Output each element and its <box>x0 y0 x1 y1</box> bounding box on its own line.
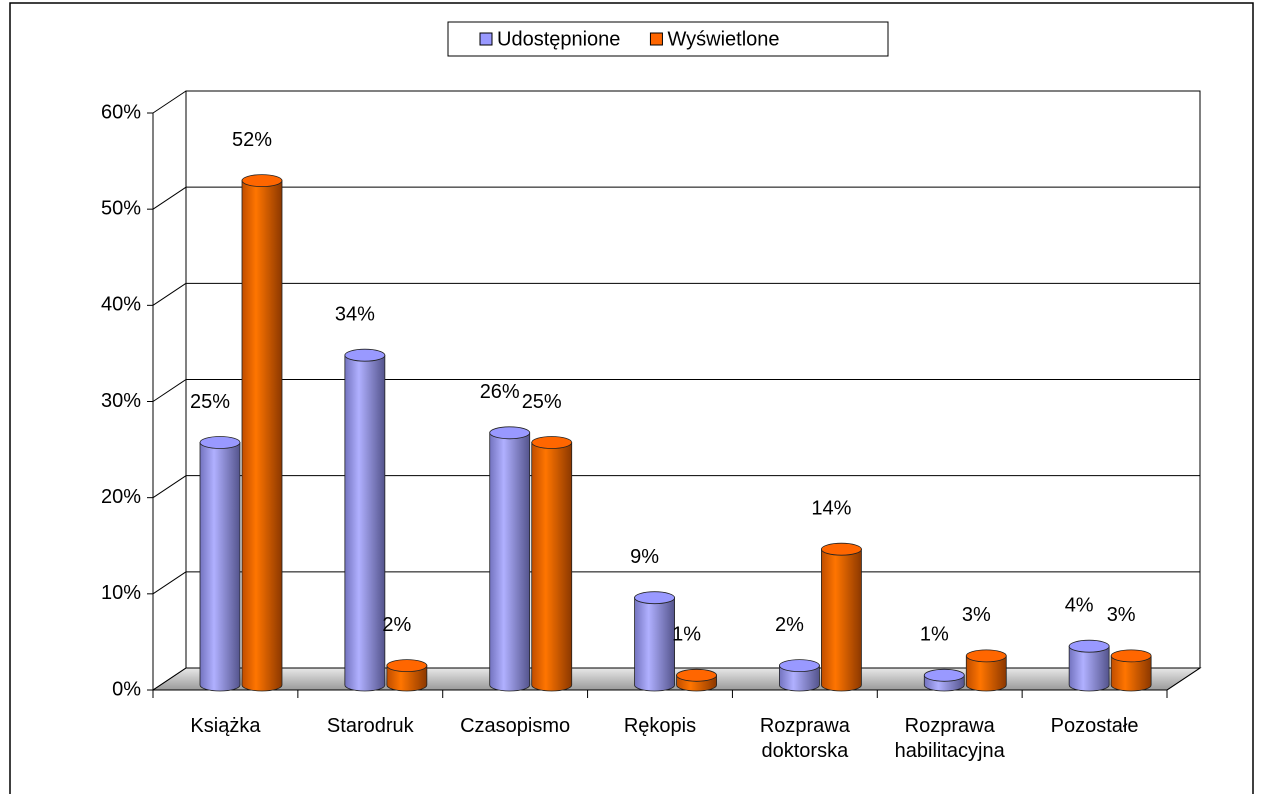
bar-body <box>821 548 862 692</box>
bar-top <box>531 436 573 449</box>
bar-top <box>241 174 283 188</box>
x-tick-label: Pozostałe <box>1050 715 1139 737</box>
data-label: 34% <box>335 303 375 325</box>
legend-label: Udostępnione <box>497 28 620 50</box>
bar-top <box>779 659 820 672</box>
y-tick-label: 30% <box>101 390 141 412</box>
bar-body <box>386 665 428 692</box>
x-tick-label: Rękopis <box>623 715 697 737</box>
bar-top <box>1110 649 1152 663</box>
y-tick-label: 10% <box>101 582 141 604</box>
legend-box <box>447 21 889 57</box>
y-tick-label: 0% <box>112 678 141 700</box>
wall-line <box>152 667 187 691</box>
x-tick-label: Rozprawa doktorska <box>759 715 850 762</box>
y-tick-label: 50% <box>101 197 141 219</box>
bar <box>821 542 862 692</box>
bar <box>241 174 283 692</box>
data-label: 1% <box>672 624 701 646</box>
bar-top <box>1068 639 1110 653</box>
floor-edge <box>1166 667 1201 691</box>
legend-swatch <box>649 32 663 46</box>
bar <box>1068 639 1110 692</box>
bar <box>676 668 717 692</box>
bar-body <box>965 655 1007 692</box>
bar-top <box>634 591 675 605</box>
bar-body <box>1068 645 1110 692</box>
bar-top <box>676 668 717 682</box>
bar <box>923 668 965 692</box>
data-label: 2% <box>382 614 411 636</box>
bar-top <box>489 426 531 440</box>
data-label: 2% <box>775 614 804 636</box>
bar <box>779 659 820 692</box>
data-label: 9% <box>630 546 659 568</box>
bar <box>531 436 573 692</box>
y-tick-label: 60% <box>101 101 141 123</box>
bar <box>489 426 531 692</box>
bar <box>1110 649 1152 692</box>
bar-top <box>199 436 241 449</box>
wall-line <box>152 475 187 499</box>
bar-top <box>386 659 428 672</box>
bar <box>199 436 241 692</box>
bar <box>965 649 1007 692</box>
bar-body <box>634 597 675 692</box>
wall-line <box>152 186 187 210</box>
legend-label: Wyświetlone <box>667 28 779 50</box>
data-label: 25% <box>190 391 230 413</box>
wall-line <box>152 90 187 114</box>
bar <box>344 348 386 692</box>
data-label: 14% <box>811 497 851 519</box>
x-tick-label: Książka <box>190 715 261 737</box>
bar <box>634 591 675 692</box>
bar-body <box>241 180 283 692</box>
x-tick-label: Starodruk <box>326 715 414 737</box>
bar <box>386 659 428 692</box>
y-tick-label: 40% <box>101 294 141 316</box>
data-label: 26% <box>480 381 520 403</box>
data-label: 1% <box>920 624 949 646</box>
wall-line <box>152 571 187 595</box>
data-label: 4% <box>1065 594 1094 616</box>
legend-swatch <box>479 32 493 46</box>
wall-line <box>152 282 187 306</box>
bar-body <box>489 432 531 692</box>
x-tick-label: Rozprawa habilitacyjna <box>894 715 1005 762</box>
bar-top <box>965 649 1007 663</box>
data-label: 52% <box>232 129 272 151</box>
y-tick-label: 20% <box>101 486 141 508</box>
data-label: 3% <box>1107 604 1136 626</box>
data-label: 25% <box>522 391 562 413</box>
x-tick-label: Czasopismo <box>460 715 571 737</box>
bar-body <box>531 442 573 692</box>
bar-top <box>821 542 862 556</box>
bar-top <box>344 348 386 362</box>
bar-body <box>344 354 386 692</box>
bar-body <box>199 442 241 692</box>
bar-body <box>779 665 820 692</box>
bar-body <box>1110 655 1152 692</box>
wall-line <box>152 379 187 402</box>
frame <box>9 2 1254 794</box>
bar-top <box>923 668 965 682</box>
data-label: 3% <box>962 604 991 626</box>
